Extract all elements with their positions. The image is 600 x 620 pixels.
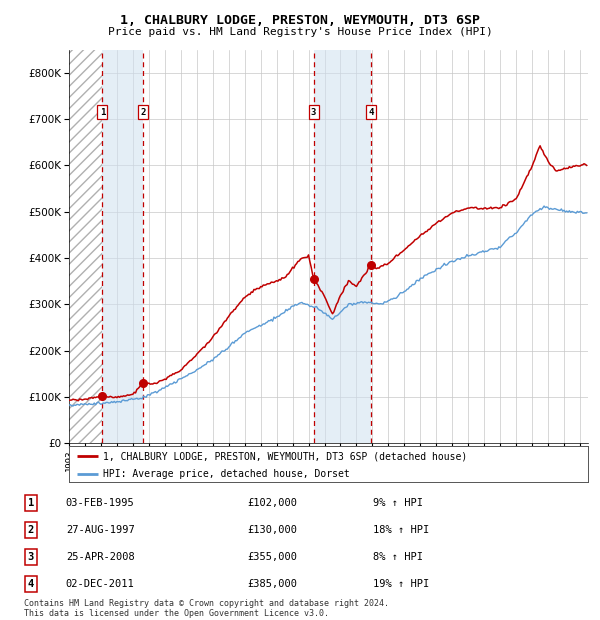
Text: This data is licensed under the Open Government Licence v3.0.: This data is licensed under the Open Gov… [24, 609, 329, 618]
Text: 3: 3 [311, 108, 316, 117]
Text: 2: 2 [28, 525, 34, 535]
Text: 18% ↑ HPI: 18% ↑ HPI [373, 525, 429, 535]
Text: £385,000: £385,000 [247, 579, 297, 590]
Text: 4: 4 [368, 108, 374, 117]
Text: £355,000: £355,000 [247, 552, 297, 562]
Bar [314, 50, 371, 443]
Text: £130,000: £130,000 [247, 525, 297, 535]
Text: 25-APR-2008: 25-APR-2008 [66, 552, 134, 562]
Text: 4: 4 [28, 579, 34, 590]
Text: 1: 1 [100, 108, 105, 117]
Text: 8% ↑ HPI: 8% ↑ HPI [373, 552, 423, 562]
Text: £102,000: £102,000 [247, 498, 297, 508]
Text: 2: 2 [140, 108, 146, 117]
Bar [103, 50, 143, 443]
Text: Price paid vs. HM Land Registry's House Price Index (HPI): Price paid vs. HM Land Registry's House … [107, 27, 493, 37]
Text: Contains HM Land Registry data © Crown copyright and database right 2024.: Contains HM Land Registry data © Crown c… [24, 599, 389, 608]
Text: 19% ↑ HPI: 19% ↑ HPI [373, 579, 429, 590]
Text: 27-AUG-1997: 27-AUG-1997 [66, 525, 134, 535]
Text: 9% ↑ HPI: 9% ↑ HPI [373, 498, 423, 508]
Text: 1: 1 [28, 498, 34, 508]
Text: HPI: Average price, detached house, Dorset: HPI: Average price, detached house, Dors… [103, 469, 349, 479]
Text: 1, CHALBURY LODGE, PRESTON, WEYMOUTH, DT3 6SP: 1, CHALBURY LODGE, PRESTON, WEYMOUTH, DT… [120, 14, 480, 27]
Bar [69, 50, 103, 443]
Text: 3: 3 [28, 552, 34, 562]
Text: 03-FEB-1995: 03-FEB-1995 [66, 498, 134, 508]
Text: 1, CHALBURY LODGE, PRESTON, WEYMOUTH, DT3 6SP (detached house): 1, CHALBURY LODGE, PRESTON, WEYMOUTH, DT… [103, 451, 467, 461]
Text: 02-DEC-2011: 02-DEC-2011 [66, 579, 134, 590]
